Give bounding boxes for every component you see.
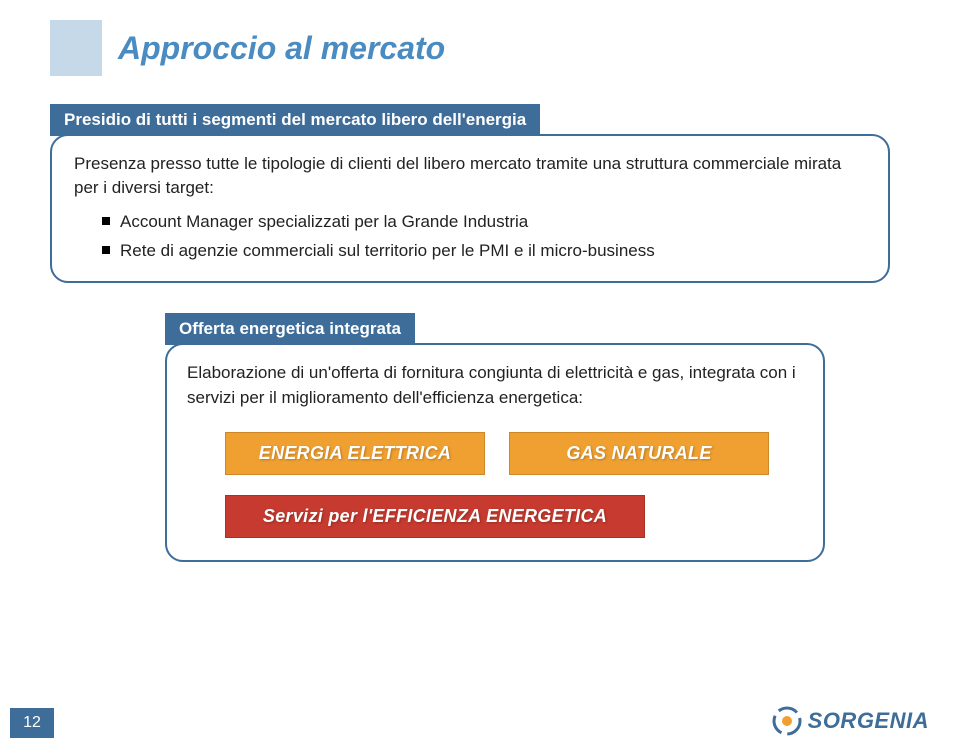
- title-row: Approccio al mercato: [50, 20, 909, 76]
- slide-title: Approccio al mercato: [118, 30, 445, 67]
- section2-text: Elaborazione di un'offerta di fornitura …: [187, 361, 803, 410]
- button-row-2: Servizi per l'EFFICIENZA ENERGETICA: [187, 495, 803, 538]
- bullet-icon: [102, 246, 110, 254]
- bullet-text: Account Manager specializzati per la Gra…: [120, 210, 528, 234]
- slide-container: Approccio al mercato Presidio di tutti i…: [0, 0, 959, 752]
- button-row-1: ENERGIA ELETTRICA GAS NATURALE: [225, 432, 803, 475]
- section2-label: Offerta energetica integrata: [165, 313, 415, 345]
- servizi-efficienza-button: Servizi per l'EFFICIENZA ENERGETICA: [225, 495, 645, 538]
- bullet-item: Account Manager specializzati per la Gra…: [102, 210, 866, 234]
- bullet-item: Rete di agenzie commerciali sul territor…: [102, 239, 866, 263]
- section2-box: Elaborazione di un'offerta di fornitura …: [165, 343, 825, 562]
- section1-label: Presidio di tutti i segmenti del mercato…: [50, 104, 540, 136]
- section1-intro: Presenza presso tutte le tipologie di cl…: [74, 152, 866, 200]
- section-2: Offerta energetica integrata Elaborazion…: [165, 313, 825, 562]
- title-accent-block: [50, 20, 102, 76]
- logo-mark-icon: [772, 706, 802, 736]
- gas-naturale-button: GAS NATURALE: [509, 432, 769, 475]
- bullet-text: Rete di agenzie commerciali sul territor…: [120, 239, 655, 263]
- section-1: Presidio di tutti i segmenti del mercato…: [50, 104, 909, 283]
- bullet-icon: [102, 217, 110, 225]
- logo: SORGENIA: [772, 706, 929, 736]
- logo-text: SORGENIA: [808, 708, 929, 734]
- energia-elettrica-button: ENERGIA ELETTRICA: [225, 432, 485, 475]
- page-number: 12: [10, 708, 54, 738]
- section1-box: Presenza presso tutte le tipologie di cl…: [50, 134, 890, 283]
